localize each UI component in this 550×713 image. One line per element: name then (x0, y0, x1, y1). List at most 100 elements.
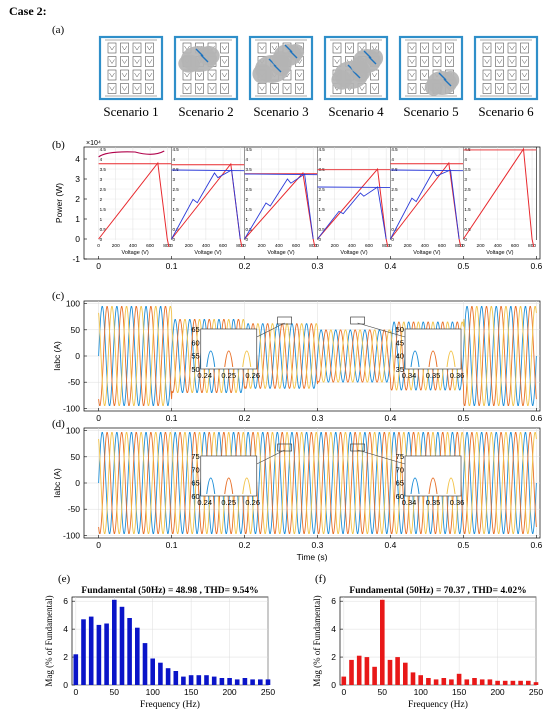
x-tick-label: 0.2 (239, 261, 251, 271)
diode-symbol (209, 86, 215, 91)
diode-symbol (421, 72, 428, 78)
pv-curve-blue (390, 169, 460, 240)
inset-y-tick-label: 4 (246, 157, 249, 162)
x-tick-label: 250 (261, 687, 275, 697)
pv-module (120, 56, 129, 67)
inset-x-tick-label: 800 (236, 243, 244, 249)
harmonic-bar (395, 657, 400, 685)
inset-x-tick-label: 600 (292, 243, 300, 249)
zoom-x-tick: 0.25 (221, 498, 236, 507)
x-tick-label: 0.3 (312, 413, 324, 423)
diode-symbol (271, 86, 278, 91)
diode-symbol (221, 86, 228, 91)
inset-y-tick-label: 3 (246, 177, 249, 182)
zoom-box (200, 328, 258, 370)
x-tick-label: 0.6 (530, 540, 542, 550)
plot-area (83, 146, 541, 260)
inset-y-tick-label: 4 (318, 157, 321, 162)
y-tick-label: 4 (63, 624, 68, 634)
inset-x-label: Voltage (V) (486, 250, 513, 256)
harmonic-bar (510, 680, 516, 685)
inset-x-tick-label: 0 (316, 243, 319, 249)
zoom-connector (256, 322, 285, 338)
diode-symbol (434, 45, 440, 51)
pv-module (107, 83, 117, 94)
inset-x-tick-label: 800 (455, 243, 463, 249)
diode-symbol (434, 59, 440, 64)
inset-x-tick-label: 200 (331, 243, 339, 249)
x-tick-label: 50 (378, 687, 388, 697)
inset-y-tick-label: 0 (318, 237, 321, 242)
x-tick-label: 100 (414, 687, 428, 697)
inset-y-tick-label: 3.5 (391, 167, 398, 172)
harmonic-bar (526, 680, 531, 685)
inset-y-tick-label: 0.5 (173, 227, 180, 232)
pv-module (482, 83, 492, 94)
zoom-peak (446, 477, 456, 495)
pv-module (207, 83, 217, 94)
pv-module (420, 69, 429, 81)
panel-label-e: (e) (58, 573, 71, 585)
harmonic-bar (487, 679, 493, 685)
x-tick-label: 0.4 (385, 540, 397, 550)
cloud-shade (350, 49, 384, 74)
inset-x-tick-label: 800 (382, 243, 390, 249)
zoom-y-tick: 60 (191, 492, 199, 501)
diode-symbol (334, 45, 340, 51)
inset-x-label: Voltage (V) (267, 250, 294, 256)
inset-y-tick-label: 4 (173, 157, 176, 162)
cloud-part (287, 44, 305, 61)
x-tick-label: 100 (146, 687, 160, 697)
pv-curve-red (244, 171, 316, 248)
zoom-peak (224, 477, 234, 495)
phase-current-Ia (98, 432, 537, 534)
diode-symbol (521, 45, 528, 51)
harmonic-bar (410, 672, 416, 685)
zoom-peak (242, 477, 252, 495)
inset-y-tick-label: 3.5 (173, 167, 180, 172)
pv-module (520, 83, 529, 94)
y-tick-label: 4 (75, 154, 80, 164)
diode-symbol (184, 86, 190, 91)
inset-x-tick-label: 400 (202, 243, 210, 249)
pv-inset-6: 00.511.522.533.544.50 200 400 600 800Voltage… (462, 147, 537, 256)
sun-ray-arrow (195, 48, 204, 57)
diode-symbol (209, 72, 215, 78)
x-tick-label: 0 (73, 687, 78, 697)
diode-symbol (109, 86, 115, 91)
diode-symbol (521, 86, 528, 91)
cloud-part (350, 56, 368, 74)
x-tick-label: 0.1 (166, 413, 178, 423)
zoom-x-tick: 0.26 (245, 498, 260, 507)
zoom-x-tick: 0.35 (426, 498, 441, 507)
inset-y-tick-label: 4 (464, 157, 467, 162)
zoom-peak (428, 477, 438, 495)
harmonic-bar (464, 679, 470, 685)
zoom-inset-2: 35 40 45 50 0.34 0.35 0.36 (350, 316, 464, 380)
sun-ray-arrow (200, 54, 209, 63)
scenario-row: Scenario 1 Scenario 2 Scenario 3 Scenario 4… (98, 35, 539, 119)
cloud-part (198, 46, 220, 66)
pv-module (420, 42, 429, 54)
x-axis-label: Time (s) (297, 552, 328, 562)
diode-symbol (484, 86, 490, 91)
diode-symbol (496, 72, 503, 78)
pv-module (257, 42, 267, 54)
x-tick-label: 0.6 (530, 261, 542, 271)
zoom-x-tick: 0.24 (197, 371, 212, 380)
inset-x-tick-label: 600 (365, 243, 373, 249)
pv-module (332, 42, 342, 54)
y-axis-label: Mag (% of Fundamental) (312, 595, 322, 686)
x-tick-label: 0 (96, 540, 101, 550)
zoom-y-tick: 65 (396, 479, 404, 488)
inset-y-tick-label: 1 (464, 217, 467, 222)
inset-y-tick-label: 2 (100, 197, 103, 202)
zoom-y-tick: 75 (191, 452, 199, 461)
diode-symbol (146, 86, 153, 91)
diode-symbol (284, 86, 290, 91)
pv-module (270, 83, 279, 94)
diode-symbol (371, 86, 378, 91)
harmonic-bar (418, 675, 423, 685)
inset-y-tick-label: 1 (391, 217, 394, 222)
